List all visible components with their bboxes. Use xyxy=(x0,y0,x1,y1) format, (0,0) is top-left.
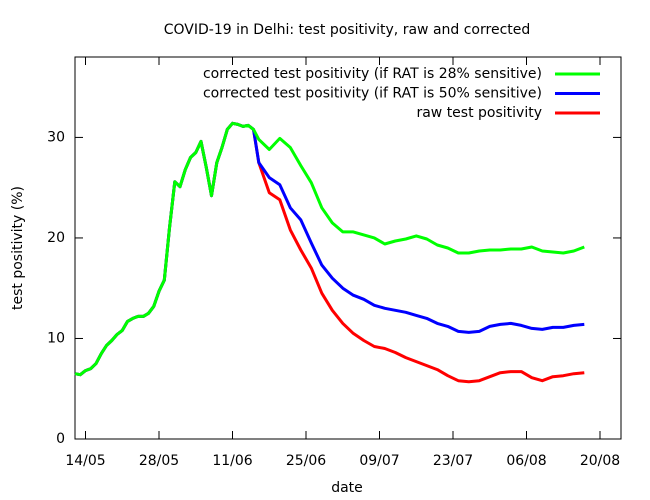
y-tick-label: 0 xyxy=(56,431,65,447)
y-tick-label: 20 xyxy=(47,230,65,246)
x-axis-label: date xyxy=(331,480,363,496)
x-tick-label: 06/08 xyxy=(506,453,546,469)
y-tick-label: 30 xyxy=(47,129,65,145)
series-line xyxy=(74,121,585,377)
x-tick-label: 23/07 xyxy=(433,453,473,469)
plot-border xyxy=(74,56,622,440)
chart-title: COVID-19 in Delhi: test positivity, raw … xyxy=(164,22,531,38)
legend-label: corrected test positivity (if RAT is 28%… xyxy=(203,66,542,82)
y-axis-label: test positivity (%) xyxy=(10,186,26,310)
x-tick-label: 28/05 xyxy=(139,453,179,469)
series-line xyxy=(74,121,585,384)
y-tick-label: 10 xyxy=(47,330,65,346)
legend-label: raw test positivity xyxy=(416,105,542,121)
x-tick-label: 09/07 xyxy=(359,453,399,469)
x-tick-label: 11/06 xyxy=(212,453,252,469)
x-tick-label: 14/05 xyxy=(65,453,105,469)
legend-label: corrected test positivity (if RAT is 50%… xyxy=(203,86,542,102)
x-tick-label: 25/06 xyxy=(286,453,326,469)
x-tick-label: 20/08 xyxy=(580,453,620,469)
